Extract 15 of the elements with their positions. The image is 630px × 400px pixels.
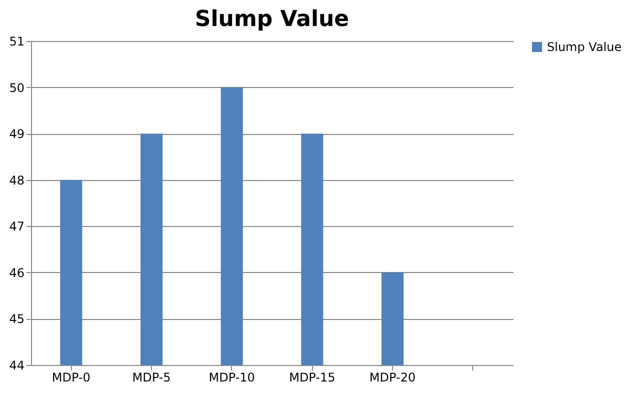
y-tick-label: 51: [9, 34, 24, 48]
y-tick-label: 50: [9, 80, 24, 95]
y-tick-label: 49: [9, 127, 24, 142]
x-tick-label: MDP-15: [289, 370, 336, 384]
y-tick-label: 47: [9, 220, 24, 234]
y-tick-label: 46: [9, 266, 24, 280]
x-tick-label: MDP-10: [208, 370, 255, 384]
legend-label: Slump Value: [547, 40, 622, 54]
y-tick-label: 45: [9, 312, 24, 326]
x-tick-label: MDP-20: [369, 370, 416, 384]
chart-title: Slump Value: [194, 7, 350, 32]
x-tick-label: MDP-0: [52, 370, 90, 384]
y-tick-label: 48: [9, 173, 24, 188]
x-tick-label: MDP-5: [132, 370, 171, 384]
y-tick-label: 44: [9, 358, 24, 372]
